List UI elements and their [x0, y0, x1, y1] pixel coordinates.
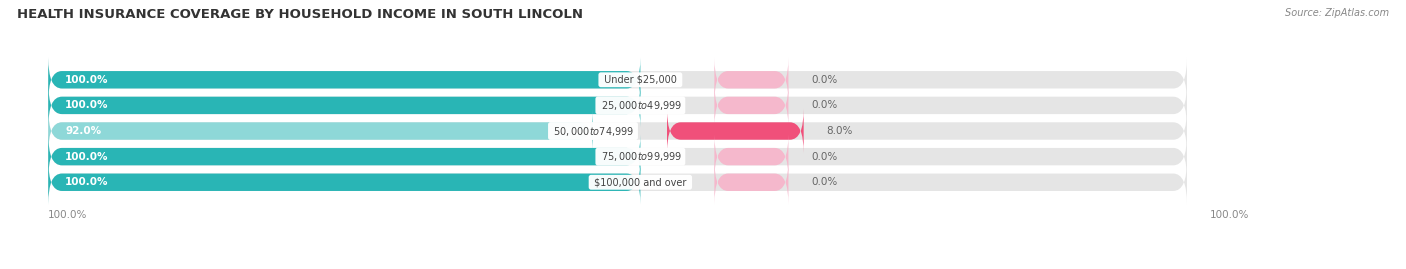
Text: 100.0%: 100.0%: [1209, 210, 1249, 220]
Text: 0.0%: 0.0%: [811, 152, 838, 162]
FancyBboxPatch shape: [48, 160, 640, 204]
Text: Under $25,000: Under $25,000: [600, 75, 681, 85]
FancyBboxPatch shape: [48, 109, 1187, 153]
Text: $25,000 to $49,999: $25,000 to $49,999: [598, 99, 683, 112]
FancyBboxPatch shape: [714, 58, 789, 102]
Text: Source: ZipAtlas.com: Source: ZipAtlas.com: [1285, 8, 1389, 18]
FancyBboxPatch shape: [48, 134, 1187, 179]
FancyBboxPatch shape: [714, 160, 789, 204]
Text: 100.0%: 100.0%: [65, 152, 108, 162]
Text: $100,000 and over: $100,000 and over: [591, 177, 689, 187]
Text: 0.0%: 0.0%: [811, 100, 838, 110]
Text: 100.0%: 100.0%: [65, 75, 108, 85]
Text: 8.0%: 8.0%: [827, 126, 853, 136]
FancyBboxPatch shape: [714, 134, 789, 179]
Text: 100.0%: 100.0%: [65, 177, 108, 187]
Text: 100.0%: 100.0%: [48, 210, 87, 220]
FancyBboxPatch shape: [48, 83, 640, 128]
FancyBboxPatch shape: [666, 109, 804, 153]
Text: 0.0%: 0.0%: [811, 177, 838, 187]
Text: $75,000 to $99,999: $75,000 to $99,999: [598, 150, 683, 163]
Text: 92.0%: 92.0%: [65, 126, 101, 136]
FancyBboxPatch shape: [48, 58, 1187, 102]
FancyBboxPatch shape: [714, 83, 789, 128]
Text: 0.0%: 0.0%: [811, 75, 838, 85]
FancyBboxPatch shape: [48, 134, 640, 179]
FancyBboxPatch shape: [48, 83, 1187, 128]
FancyBboxPatch shape: [48, 160, 1187, 204]
Text: HEALTH INSURANCE COVERAGE BY HOUSEHOLD INCOME IN SOUTH LINCOLN: HEALTH INSURANCE COVERAGE BY HOUSEHOLD I…: [17, 8, 583, 21]
Text: 100.0%: 100.0%: [65, 100, 108, 110]
FancyBboxPatch shape: [48, 58, 640, 102]
FancyBboxPatch shape: [48, 109, 593, 153]
Text: $50,000 to $74,999: $50,000 to $74,999: [551, 125, 636, 137]
